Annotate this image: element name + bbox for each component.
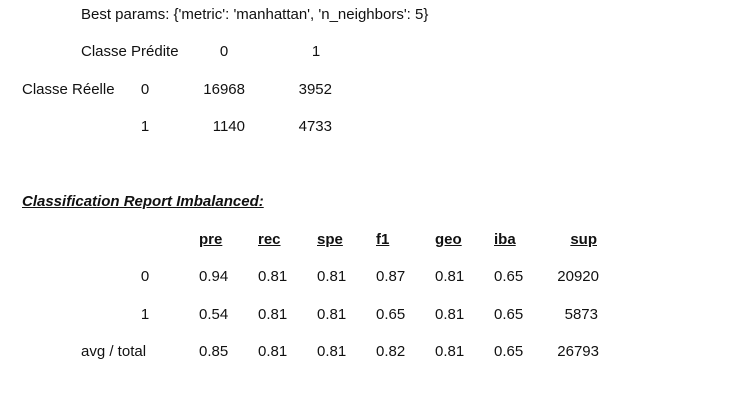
- report-title: Classification Report Imbalanced:: [22, 193, 264, 210]
- report-header-f1: f1: [376, 231, 390, 248]
- report-cell: 0.81: [435, 306, 465, 323]
- report-cell: 0.81: [258, 343, 288, 360]
- pred-class-0-header: 0: [219, 43, 229, 60]
- report-row-label: 0: [140, 268, 150, 285]
- report-cell-support: 26793: [557, 343, 599, 360]
- report-cell: 0.54: [199, 306, 229, 323]
- report-row-label: 1: [140, 306, 150, 323]
- report-cell: 0.94: [199, 268, 229, 285]
- report-cell: 0.87: [376, 268, 406, 285]
- actual-class-label: Classe Réelle: [22, 81, 115, 98]
- report-cell-support: 20920: [557, 268, 599, 285]
- report-header-geo: geo: [435, 231, 462, 248]
- predicted-class-label: Classe Prédite: [81, 43, 179, 60]
- report-header-iba: iba: [494, 231, 516, 248]
- report-cell: 0.65: [376, 306, 406, 323]
- confusion-cell-1-0: 1140: [212, 118, 245, 135]
- report-cell: 0.82: [376, 343, 406, 360]
- report-cell: 0.81: [435, 268, 465, 285]
- report-header-rec: rec: [258, 231, 281, 248]
- pred-class-1-header: 1: [311, 43, 321, 60]
- report-cell: 0.65: [494, 268, 524, 285]
- report-header-sup: sup: [570, 231, 597, 248]
- report-cell-support: 5873: [564, 306, 598, 323]
- report-cell: 0.81: [317, 268, 347, 285]
- report-cell: 0.81: [317, 306, 347, 323]
- report-cell: 0.81: [258, 306, 288, 323]
- report-cell: 0.81: [317, 343, 347, 360]
- report-cell: 0.81: [258, 268, 288, 285]
- report-header-pre: pre: [199, 231, 223, 248]
- actual-class-0-label: 0: [140, 81, 150, 98]
- confusion-cell-0-1: 3952: [298, 81, 332, 98]
- confusion-cell-0-0: 16968: [203, 81, 245, 98]
- best-params-text: Best params: {'metric': 'manhattan', 'n_…: [81, 6, 429, 23]
- report-cell: 0.65: [494, 343, 524, 360]
- report-cell: 0.65: [494, 306, 524, 323]
- actual-class-1-label: 1: [140, 118, 150, 135]
- report-cell: 0.85: [199, 343, 229, 360]
- confusion-cell-1-1: 4733: [298, 118, 332, 135]
- report-header-spe: spe: [317, 231, 343, 248]
- report-cell: 0.81: [435, 343, 465, 360]
- report-row-label-total: avg / total: [81, 343, 147, 360]
